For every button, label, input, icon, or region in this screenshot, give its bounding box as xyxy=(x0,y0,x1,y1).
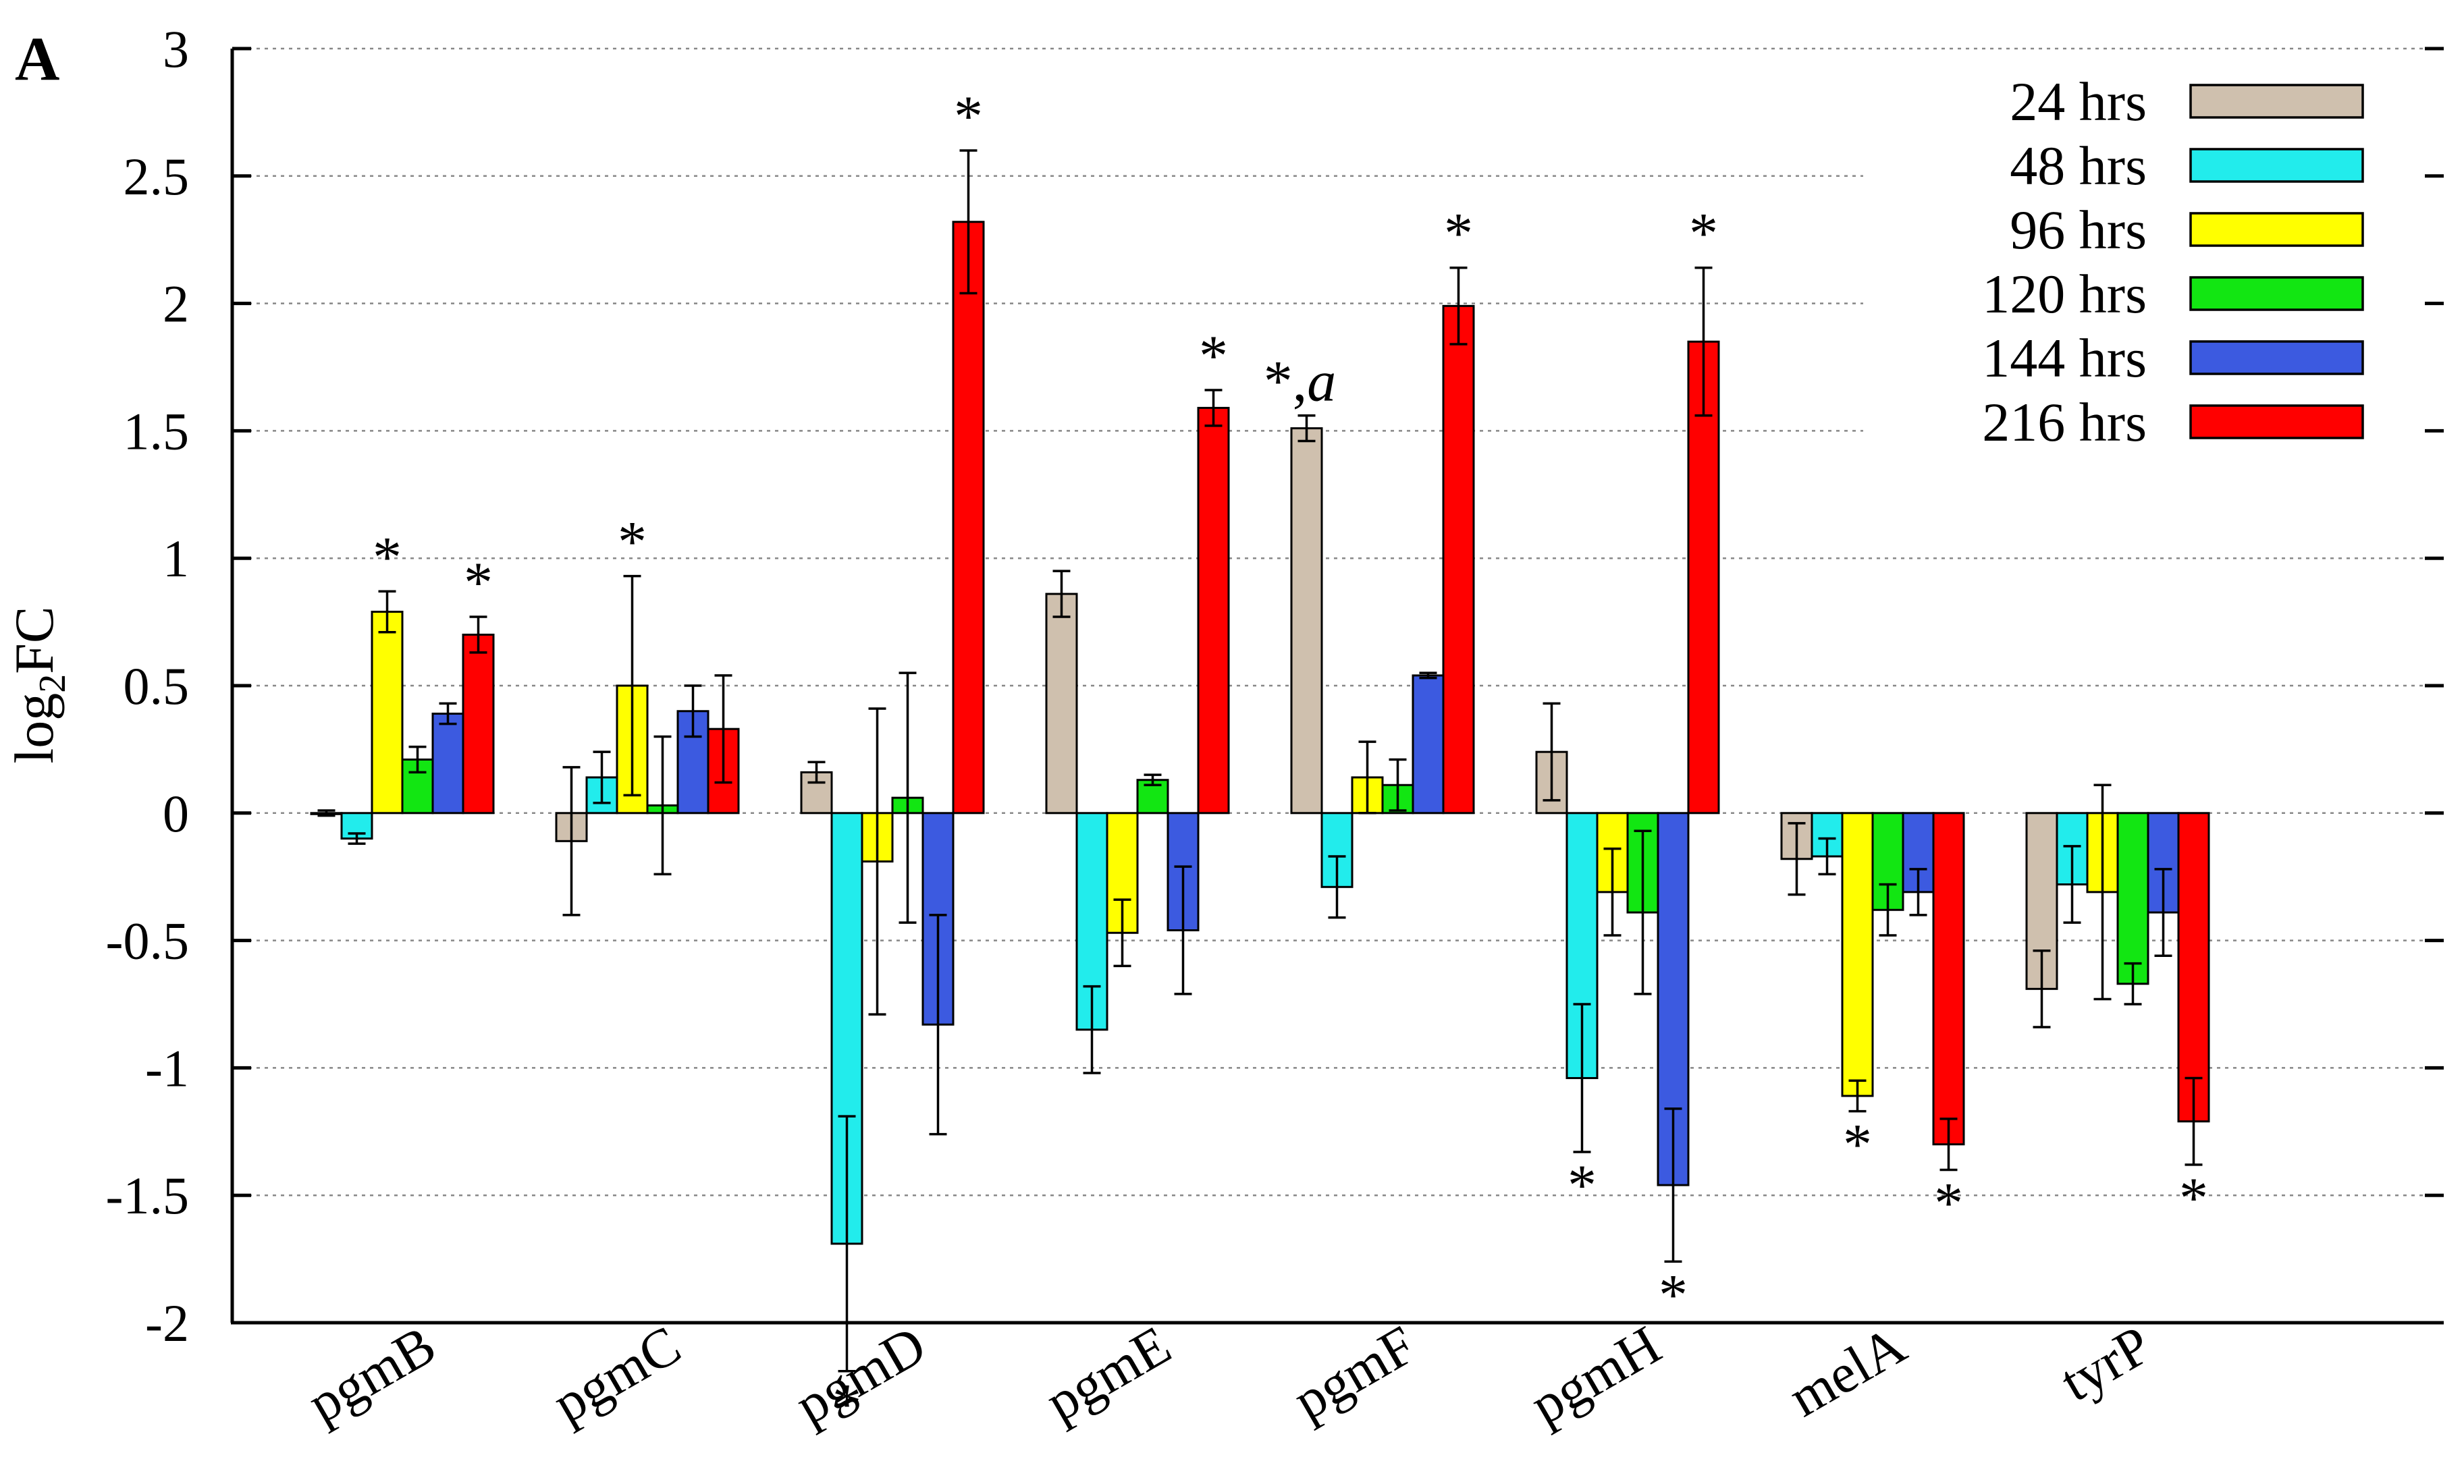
legend-label: 96 hrs xyxy=(2010,199,2147,260)
legend-swatch xyxy=(2189,340,2364,375)
bar xyxy=(431,713,464,815)
legend-swatch xyxy=(2189,212,2364,247)
y-axis-label-base: log xyxy=(3,693,65,764)
category-label: pgmF xyxy=(1283,1314,1426,1432)
y-tick-label: 2 xyxy=(163,275,189,333)
panel-label: A xyxy=(15,24,59,93)
significance-annotations: * * * * * * *,a * * * * * * * xyxy=(373,84,2208,1437)
significance-marker: * xyxy=(832,1372,861,1437)
y-tick-label: -1.5 xyxy=(106,1166,189,1225)
bar xyxy=(1290,427,1323,815)
significance-marker: * xyxy=(1689,201,1718,266)
legend-label: 120 hrs xyxy=(1982,263,2147,325)
significance-marker: * xyxy=(1843,1112,1872,1177)
significance-marker: * xyxy=(618,510,647,574)
bar xyxy=(952,221,985,815)
significance-marker: * xyxy=(1934,1170,1963,1235)
legend-swatch xyxy=(2189,148,2364,183)
bar xyxy=(371,610,404,815)
y-tick-label: 1 xyxy=(163,529,189,588)
bar xyxy=(2116,812,2149,985)
significance-marker: * xyxy=(464,550,493,615)
y-tick-label: -0.5 xyxy=(106,912,189,970)
legend-label: 48 hrs xyxy=(2010,135,2147,196)
axes xyxy=(230,47,2444,1325)
significance-marker: * xyxy=(954,84,983,148)
category-label: melA xyxy=(1779,1314,1916,1429)
legend-label: 24 hrs xyxy=(2010,71,2147,132)
y-tick-label: -2 xyxy=(145,1294,189,1352)
significance-marker: * xyxy=(1199,323,1228,388)
legend-label: 216 hrs xyxy=(1982,391,2147,453)
significance-marker: * xyxy=(2179,1165,2208,1230)
significance-marker: *,a xyxy=(1264,349,1337,414)
bar xyxy=(2177,812,2210,1123)
legend-swatch xyxy=(2189,276,2364,311)
y-tick-label: 0.5 xyxy=(124,657,190,715)
bars xyxy=(310,149,2210,1373)
y-tick-label: 0 xyxy=(163,784,189,843)
y-axis-label-sub: 2 xyxy=(32,674,74,693)
legend-label: 144 hrs xyxy=(1982,327,2147,389)
bar xyxy=(1932,812,1965,1146)
y-axis-label: log2FC xyxy=(3,606,74,763)
significance-marker: * xyxy=(1444,201,1473,266)
category-label: tyrP xyxy=(2050,1314,2161,1413)
legend-swatch xyxy=(2189,84,2364,119)
category-label: pgmH xyxy=(1520,1314,1671,1436)
bar xyxy=(1197,406,1230,815)
category-label: pgmB xyxy=(298,1314,446,1435)
y-tick-label: 1.5 xyxy=(124,402,190,460)
bar xyxy=(1045,593,1078,815)
significance-marker: * xyxy=(373,524,402,589)
y-axis-label-rest: FC xyxy=(3,606,65,674)
bar xyxy=(1841,812,1874,1097)
y-tick-label: 3 xyxy=(163,20,189,78)
bar xyxy=(1442,304,1475,815)
legend-swatch xyxy=(2189,404,2364,439)
category-label: pgmE xyxy=(1036,1314,1181,1433)
bar xyxy=(1412,674,1445,815)
y-tick-labels: -2 -1.5 -1 -0.5 0 0.5 1 1.5 2 2.5 3 xyxy=(106,20,189,1352)
y-tick-label: -1 xyxy=(145,1039,189,1097)
y-tick-label: 2.5 xyxy=(124,147,190,206)
bar xyxy=(462,633,495,815)
category-label: pgmC xyxy=(543,1314,691,1435)
significance-marker: * xyxy=(1659,1262,1688,1327)
significance-marker: * xyxy=(1568,1153,1597,1217)
category-labels: pgmB pgmC pgmD pgmE pgmF pgmH melA tyrP xyxy=(298,1314,2161,1436)
